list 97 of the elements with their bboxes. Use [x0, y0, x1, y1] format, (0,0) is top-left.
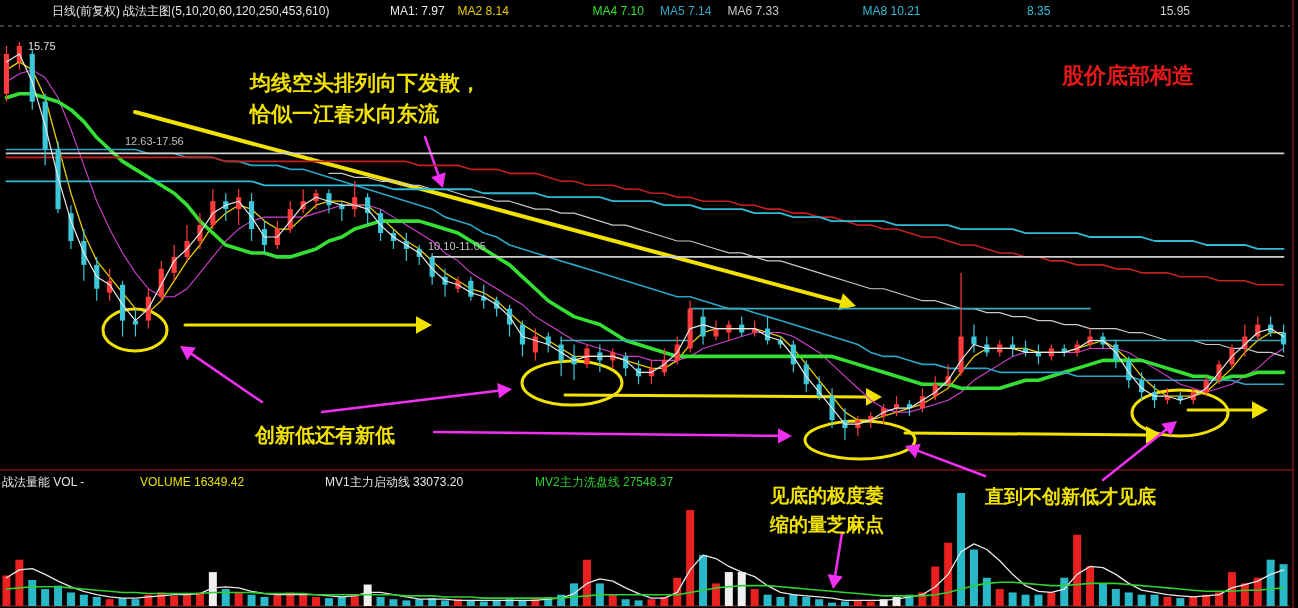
bar	[479, 601, 488, 606]
annotation: 见底的极度萎缩的量芝麻点	[769, 485, 884, 535]
text: MA5 7.14	[660, 4, 712, 18]
bar	[1073, 534, 1082, 606]
bar	[634, 600, 643, 606]
bar	[802, 596, 811, 606]
chart-title: 战法量能 VOL -	[2, 475, 85, 489]
bar	[750, 589, 759, 606]
text: VOLUME 16349.42	[140, 475, 245, 489]
bar	[1021, 594, 1030, 606]
bar	[1279, 564, 1288, 606]
annotation: 均线空头排列向下发散，恰似一江春水向东流	[248, 71, 481, 125]
bar	[2, 575, 11, 606]
bar	[995, 589, 1004, 606]
bar	[337, 596, 346, 606]
bar	[1124, 592, 1133, 606]
bar	[789, 594, 798, 606]
bar	[1163, 596, 1172, 606]
bar	[957, 493, 966, 606]
bar	[582, 559, 591, 606]
bar	[1176, 598, 1185, 606]
bar	[621, 599, 630, 606]
bar	[299, 594, 308, 606]
bar	[79, 594, 88, 606]
bar	[105, 599, 114, 606]
bar	[1227, 572, 1236, 606]
bar	[595, 583, 604, 606]
bar	[441, 600, 450, 606]
annotation: 15.75	[28, 40, 56, 52]
text: MA2 8.14	[457, 4, 510, 18]
chart-title: 日线(前复权) 战法主图(5,10,20,60,120,250,453,610)	[52, 4, 330, 18]
bar	[28, 580, 37, 606]
bar	[1060, 577, 1069, 606]
candlestick	[829, 387, 835, 429]
bar	[15, 559, 24, 606]
candlestick	[210, 188, 216, 230]
candlestick	[700, 308, 706, 346]
bar	[699, 555, 708, 606]
bar	[982, 577, 991, 606]
bar	[866, 601, 875, 606]
bar	[66, 592, 75, 606]
bar	[711, 583, 720, 606]
candlestick	[893, 395, 900, 417]
bar	[1111, 589, 1120, 606]
bar	[969, 549, 978, 606]
bar	[1150, 594, 1159, 606]
annotation: 12.63-17.56	[125, 135, 184, 147]
bar	[1098, 583, 1107, 606]
candlestick	[197, 212, 203, 250]
bar	[1266, 559, 1275, 606]
annotation: 创新低还有新低	[254, 424, 395, 446]
bar	[763, 594, 772, 606]
bar	[776, 596, 785, 606]
candlestick	[571, 343, 577, 381]
text: MA1: 7.97	[390, 4, 446, 18]
bar	[260, 596, 269, 606]
text: 15.95	[1160, 4, 1191, 18]
bar	[402, 600, 411, 606]
bar	[1008, 592, 1017, 606]
candlestick	[184, 224, 190, 262]
bar	[1189, 596, 1198, 606]
text: MV1主力启动线 33073.20	[325, 475, 464, 489]
bar	[273, 594, 282, 606]
bar	[183, 594, 192, 606]
bar	[41, 589, 50, 606]
bar	[647, 599, 656, 606]
bar	[815, 599, 824, 606]
bar	[376, 596, 385, 606]
bar	[724, 572, 733, 606]
bar	[234, 592, 243, 606]
bar	[840, 601, 849, 606]
bar	[389, 599, 398, 606]
bar	[1034, 594, 1043, 606]
text: MA8 10.21	[862, 4, 921, 18]
annotation: 股价底部构造	[1061, 63, 1194, 88]
bar	[1047, 592, 1056, 606]
bar	[1137, 594, 1146, 606]
text: MV2主力洗盘线 27548.37	[535, 475, 674, 489]
bar	[247, 594, 256, 606]
bar	[92, 596, 101, 606]
bar	[686, 509, 695, 606]
candlestick	[132, 308, 139, 338]
bar	[1086, 566, 1095, 606]
text: 8.35	[1027, 4, 1051, 18]
bar	[170, 595, 179, 606]
candlestick	[713, 320, 719, 342]
bar	[312, 596, 321, 606]
bar	[324, 598, 333, 606]
bar	[931, 566, 940, 606]
candlestick	[971, 323, 977, 354]
text: MA6 7.33	[727, 4, 780, 18]
bar	[944, 542, 953, 606]
bar	[221, 589, 230, 606]
bar	[131, 599, 140, 606]
text: MA4 7.10	[592, 4, 645, 18]
candlestick	[1010, 335, 1016, 358]
annotation: 直到不创新低才见底	[984, 486, 1156, 507]
